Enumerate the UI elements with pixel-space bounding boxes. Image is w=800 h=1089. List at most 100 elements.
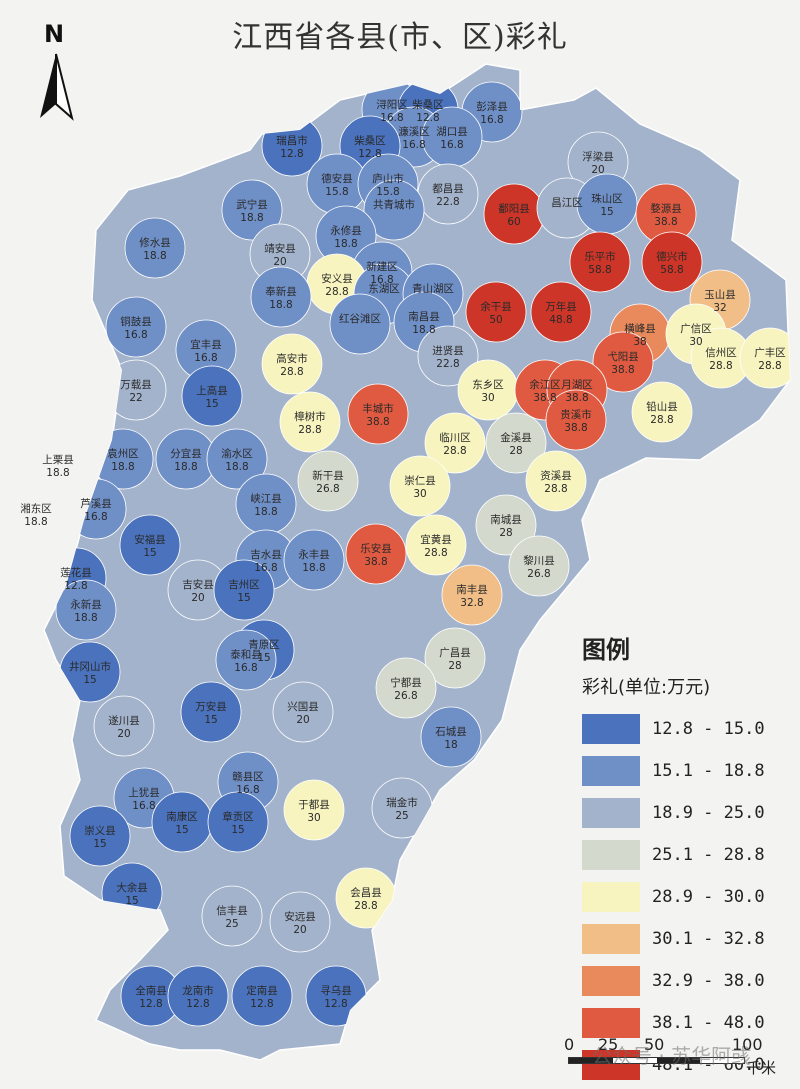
county-name: 石城县: [435, 726, 467, 738]
county-value: 18.8: [302, 562, 325, 574]
legend-swatch: [582, 882, 640, 912]
county-name: 彭泽县: [476, 100, 508, 113]
legend: 图例 彩礼(单位:万元) 12.8 - 15.0 15.1 - 18.8 18.9 …: [582, 630, 792, 1089]
county-name: 万安县: [195, 700, 227, 713]
county-name: 永新县: [70, 598, 102, 611]
regions-layer: [43, 63, 791, 1061]
county-region: [207, 791, 269, 853]
county-name: 贵溪市: [560, 408, 592, 421]
county-name: 宜黄县: [420, 533, 452, 546]
county-region: [329, 293, 391, 355]
county-value: 26.8: [394, 690, 417, 702]
legend-item: 12.8 - 15.0: [582, 711, 792, 747]
county-region: [297, 450, 359, 512]
legend-title: 图例: [582, 636, 630, 664]
county-value: 28: [448, 660, 461, 672]
county-value: 16.8: [84, 511, 107, 523]
county-value: 15: [175, 824, 188, 836]
county-name: 资溪县: [540, 470, 572, 482]
county-value: 30: [413, 488, 426, 500]
county-region: [272, 681, 334, 743]
county-region: [345, 523, 407, 585]
county-value: 48.8: [549, 314, 572, 326]
county-value: 12.8: [358, 148, 381, 160]
county-region: [283, 779, 345, 841]
county-region: [105, 296, 167, 358]
county-value: 15: [204, 714, 217, 726]
county-value: 28.8: [298, 424, 321, 436]
county-name: 广信区: [680, 323, 712, 335]
county-value: 20: [117, 728, 130, 740]
county-value: 12.8: [186, 998, 209, 1010]
county-value: 15: [257, 652, 270, 664]
county-value: 30: [481, 392, 494, 404]
county-value: 16.8: [234, 662, 257, 674]
county-name: 修水县: [139, 236, 171, 249]
county-name: 瑞昌市: [276, 134, 308, 147]
county-name: 泰和县: [230, 648, 262, 661]
county-value: 16.8: [194, 352, 217, 364]
county-value: 28: [509, 445, 522, 457]
county-name: 万年县: [545, 300, 577, 313]
county-name: 广昌县: [439, 647, 471, 659]
county-name: 吉安县: [182, 578, 214, 591]
legend-swatch: [582, 924, 640, 954]
county-name: 龙南市: [182, 984, 214, 997]
county-value: 60: [507, 216, 520, 228]
county-value: 58.8: [660, 264, 683, 276]
county-name: 奉新县: [265, 285, 297, 298]
county-name: 信丰县: [216, 904, 248, 917]
county-value: 15: [83, 674, 96, 686]
legend-range: 32.9 - 38.0: [652, 971, 765, 991]
county-region: [215, 629, 277, 691]
county-name: 瑞金市: [386, 796, 418, 809]
legend-range: 15.1 - 18.8: [652, 761, 765, 781]
county-name: 铅山县: [646, 400, 678, 413]
county-name: 高安市: [276, 352, 308, 365]
county-region: [739, 327, 790, 389]
county-name: 吉州区: [228, 579, 260, 591]
county-value: 12.8: [280, 148, 303, 160]
county-name: 乐安县: [360, 542, 392, 555]
county-value: 20: [591, 164, 604, 176]
county-region: [631, 381, 693, 443]
county-region: [465, 281, 527, 343]
county-value: 15: [143, 547, 156, 559]
county-value: 16.8: [370, 274, 393, 286]
county-name: 崇仁县: [404, 475, 436, 487]
legend-swatch: [582, 714, 640, 744]
county-value: 15: [231, 824, 244, 836]
county-name: 浔阳区: [376, 98, 408, 111]
county-value: 26.8: [527, 568, 550, 580]
county-value: 18.8: [269, 299, 292, 311]
county-name: 武宁县: [236, 198, 268, 211]
county-value: 18.8: [225, 461, 248, 473]
county-value: 30: [689, 336, 702, 348]
county-name: 庐山市: [372, 172, 404, 185]
county-value: 12.8: [250, 998, 273, 1010]
county-value: 16.8: [480, 114, 503, 126]
county-name: 东乡区: [472, 378, 504, 391]
county-value: 28: [499, 527, 512, 539]
county-value: 30: [307, 812, 320, 824]
scale-tick: 50: [644, 1035, 665, 1054]
county-name: 玉山县: [704, 289, 736, 301]
county-value: 18.8: [143, 250, 166, 262]
north-arrow-icon: [40, 53, 74, 121]
county-value: 38.8: [611, 364, 634, 376]
county-region: [389, 455, 451, 517]
legend-item: 28.9 - 30.0: [582, 879, 792, 915]
county-value: 18: [444, 739, 457, 751]
county-value: 38.8: [366, 416, 389, 428]
county-value: 38: [633, 336, 646, 348]
county-name: 赣县区: [232, 770, 264, 783]
county-value: 22.8: [436, 358, 459, 370]
county-value: 18.8: [74, 612, 97, 624]
county-region: [231, 965, 293, 1027]
county-name: 月湖区: [561, 379, 593, 391]
scale-bar: 0 25 50 100 千米: [560, 1035, 790, 1077]
county-value: 25: [225, 918, 238, 930]
county-name: 横峰县: [624, 322, 656, 335]
north-arrow: N: [30, 20, 82, 130]
